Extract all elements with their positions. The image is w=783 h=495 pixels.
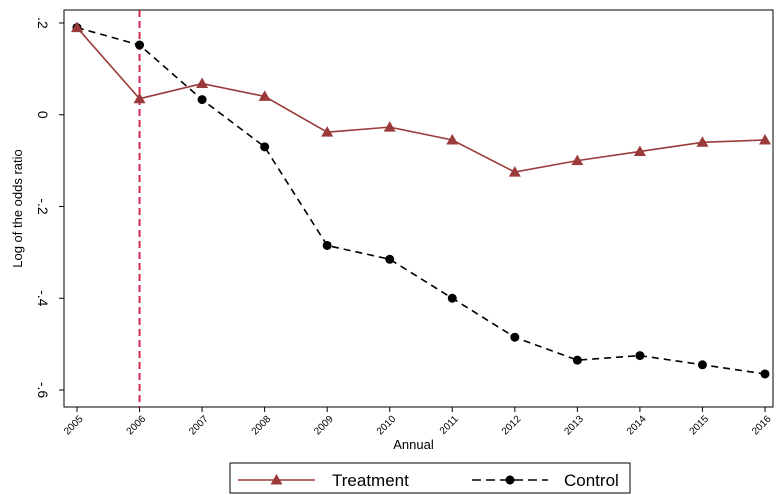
y-axis: .2 0 -.2 -.4 -.6 (35, 17, 64, 398)
treatment-point (446, 133, 459, 145)
treatment-line (76, 27, 766, 173)
treatment-series (71, 21, 771, 177)
y-tick-label: 0 (35, 111, 51, 119)
control-point (510, 332, 520, 342)
y-tick-label: .2 (35, 17, 51, 29)
control-point (260, 142, 270, 152)
x-tick-label: 2016 (750, 414, 774, 438)
legend-treatment-marker (270, 474, 283, 485)
x-tick-label: 2011 (438, 414, 461, 437)
control-point (135, 40, 145, 50)
control-point (635, 351, 645, 361)
treatment-point (571, 154, 584, 166)
control-point (385, 254, 395, 264)
treatment-point (759, 133, 771, 145)
x-axis: 2005 2006 2007 2008 2009 2010 2011 2012 2013 2014… (62, 407, 774, 437)
treatment-point (321, 126, 334, 137)
y-tick-label: -.4 (35, 290, 51, 307)
legend-control-marker (505, 475, 515, 485)
treatment-point (383, 121, 396, 132)
y-axis-label: Log of the odds ratio (10, 149, 25, 268)
treatment-point (696, 136, 709, 147)
treatment-point (71, 21, 83, 33)
treatment-point (196, 77, 209, 89)
control-line (76, 26, 766, 375)
legend-control-label: Control (564, 471, 619, 490)
treatment-point (133, 92, 146, 104)
y-tick-label: -.2 (35, 198, 51, 215)
plot-area (63, 9, 774, 408)
treatment-point (258, 90, 271, 101)
x-tick-label: 2009 (312, 414, 336, 438)
legend-box (229, 462, 631, 494)
x-tick-label: 2006 (125, 414, 149, 438)
x-tick-label: 2008 (250, 414, 274, 438)
plot-frame (63, 9, 774, 408)
legend: Treatment Control (229, 462, 631, 494)
control-point (197, 95, 207, 105)
control-series (72, 23, 770, 379)
x-tick-label: 2012 (500, 414, 524, 438)
x-tick-label: 2010 (375, 414, 399, 438)
x-tick-label: 2007 (187, 414, 211, 438)
x-tick-label: 2014 (625, 414, 649, 438)
treatment-point (508, 166, 521, 177)
control-point (322, 240, 332, 250)
control-point (572, 355, 582, 365)
y-tick-label: -.6 (35, 382, 51, 399)
control-point (697, 360, 707, 370)
x-tick-label: 2005 (62, 414, 86, 438)
control-point (447, 293, 457, 303)
x-tick-label: 2015 (688, 414, 712, 438)
control-point (760, 369, 770, 379)
legend-treatment-label: Treatment (332, 471, 409, 490)
x-axis-label: Annual (393, 437, 434, 452)
x-tick-label: 2013 (562, 414, 586, 438)
treatment-point (633, 145, 646, 156)
